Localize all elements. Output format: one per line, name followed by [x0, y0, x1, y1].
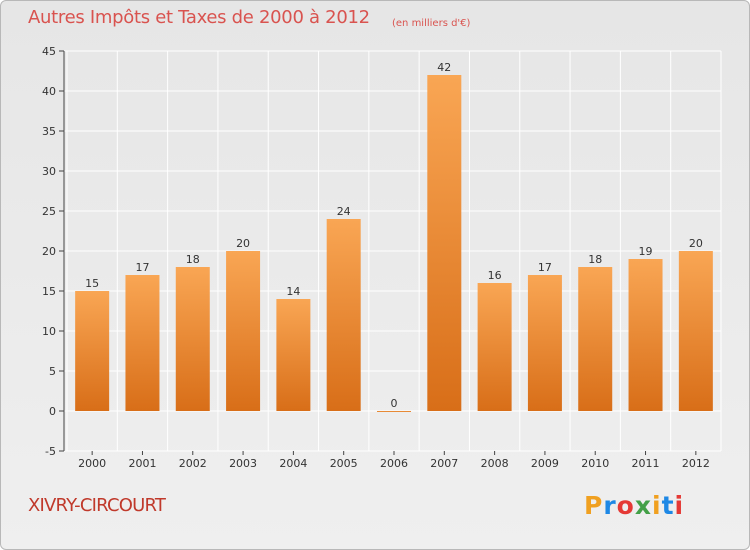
data-label-2012: 20 — [689, 237, 703, 250]
chart-title: Autres Impôts et Taxes de 2000 à 2012 — [28, 7, 370, 28]
bar-2007 — [427, 75, 462, 411]
y-tick-label: 20 — [42, 245, 56, 258]
y-tick-label: 45 — [42, 45, 56, 58]
x-tick-label-2000: 2000 — [78, 457, 106, 470]
data-label-2008: 16 — [488, 269, 502, 282]
chart-unit-label: (en milliers d'€) — [392, 18, 471, 29]
logo-letter: x — [634, 491, 652, 520]
data-label-2010: 18 — [588, 253, 602, 266]
logo-letter: o — [616, 491, 635, 520]
y-tick-label: 10 — [42, 325, 56, 338]
x-tick-label-2012: 2012 — [682, 457, 710, 470]
data-label-2011: 19 — [639, 245, 653, 258]
y-tick-label: 0 — [49, 405, 56, 418]
x-tick-label-2004: 2004 — [279, 457, 307, 470]
x-tick-label-2006: 2006 — [380, 457, 408, 470]
logo-letter: i — [652, 491, 662, 520]
x-tick-label-2011: 2011 — [632, 457, 660, 470]
x-tick-label-2008: 2008 — [481, 457, 509, 470]
data-label-2001: 17 — [135, 261, 149, 274]
y-tick-label: 25 — [42, 205, 56, 218]
data-label-2003: 20 — [236, 237, 250, 250]
logo-letter: t — [661, 491, 675, 520]
bar-2002 — [175, 267, 210, 411]
x-tick-label-2002: 2002 — [179, 457, 207, 470]
bar-2001 — [125, 275, 160, 411]
data-label-2007: 42 — [437, 61, 451, 74]
logo-letter: P — [584, 491, 604, 520]
x-tick-label-2001: 2001 — [128, 457, 156, 470]
bar-2006 — [377, 411, 411, 412]
x-tick-label-2010: 2010 — [581, 457, 609, 470]
bar-2003 — [226, 251, 261, 411]
data-label-2002: 18 — [186, 253, 200, 266]
data-label-2009: 17 — [538, 261, 552, 274]
y-tick-label: 35 — [42, 125, 56, 138]
bar-2004 — [276, 299, 311, 411]
bar-2012 — [678, 251, 713, 411]
proxiti-logo: Proxiti — [584, 491, 684, 520]
bar-2005 — [326, 219, 361, 411]
bar-2011 — [628, 259, 663, 411]
x-tick-label-2005: 2005 — [330, 457, 358, 470]
x-tick-label-2003: 2003 — [229, 457, 257, 470]
x-tick-label-2007: 2007 — [430, 457, 458, 470]
data-label-2005: 24 — [337, 205, 351, 218]
y-tick-label: -5 — [45, 445, 56, 458]
logo-letter: i — [674, 491, 685, 520]
data-label-2000: 15 — [85, 277, 99, 290]
logo-letter: r — [603, 491, 617, 520]
commune-name: XIVRY-CIRCOURT — [28, 495, 166, 516]
y-tick-label: 5 — [49, 365, 56, 378]
bar-2010 — [578, 267, 613, 411]
bar-2008 — [477, 283, 512, 411]
bar-2009 — [527, 275, 562, 411]
bar-2000 — [75, 291, 110, 411]
y-tick-label: 30 — [42, 165, 56, 178]
x-tick-label-2009: 2009 — [531, 457, 559, 470]
data-label-2004: 14 — [286, 285, 300, 298]
y-tick-label: 40 — [42, 85, 56, 98]
data-label-2006: 0 — [391, 397, 398, 410]
y-tick-label: 15 — [42, 285, 56, 298]
